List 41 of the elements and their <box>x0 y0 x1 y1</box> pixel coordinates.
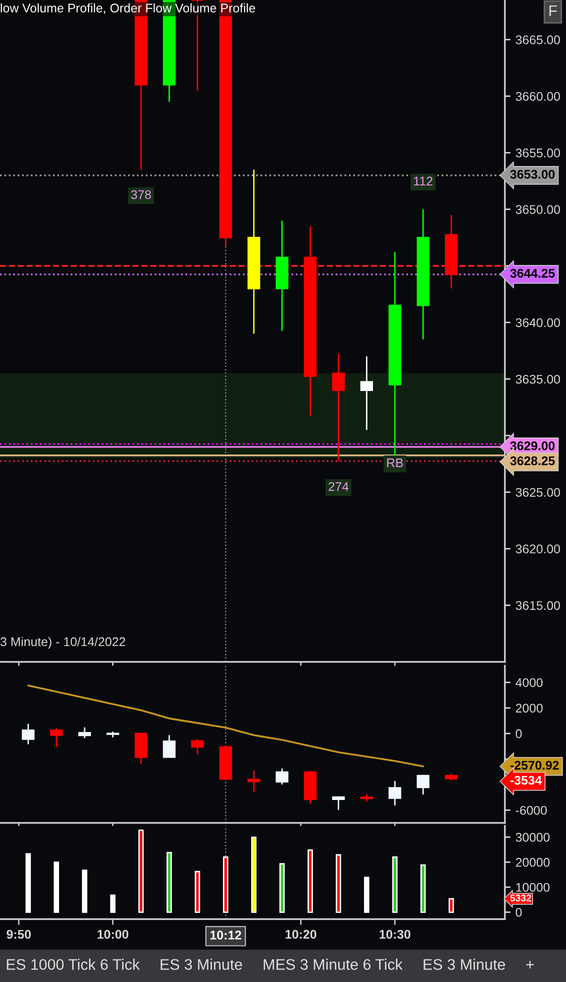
y-tick-label: 3650.00 <box>516 205 560 214</box>
text: -3534 <box>510 776 542 785</box>
ref-line-label: 3628.25 <box>510 456 555 466</box>
text: -2570.92 <box>510 760 559 770</box>
text: MES 3 Minute 6 Tick <box>264 958 403 970</box>
chart-title: low Volume Profile, Order Flow Volume Profile <box>0 3 256 14</box>
x-tick-label: 10:20 <box>286 930 316 939</box>
annotation: 274 <box>328 482 349 491</box>
annotation: 112 <box>414 176 432 186</box>
ref-line-label: 3629.00 <box>510 441 555 450</box>
text: 5332 <box>510 894 532 902</box>
y-tick-label: 10000 <box>516 882 550 892</box>
y-tick-label: 4000 <box>516 678 543 688</box>
y-tick-label: 3615.00 <box>516 601 560 610</box>
x-tick-label: 10:00 <box>98 930 128 939</box>
y-tick-label: 3655.00 <box>516 148 560 158</box>
y-tick-label: 3660.00 <box>516 92 560 101</box>
text: + <box>526 960 534 968</box>
annotation: 378 <box>131 190 151 200</box>
x-tick-label: 10:30 <box>380 930 410 939</box>
y-tick-label: 30000 <box>516 832 550 842</box>
y-tick-label: 20000 <box>516 858 550 867</box>
ref-line-label: 3653.00 <box>510 170 555 179</box>
x-tick-label: 9:50 <box>6 930 31 939</box>
text: ES 3 Minute <box>160 958 242 970</box>
y-tick-label: 3635.00 <box>516 374 560 384</box>
text: F <box>549 5 557 16</box>
text: ES 1000 Tick 6 Tick <box>6 958 140 970</box>
y-tick-label: 3625.00 <box>516 488 560 497</box>
y-tick-label: 3640.00 <box>516 318 560 328</box>
y-tick-label: 0 <box>516 729 522 738</box>
y-tick-label: 3620.00 <box>516 544 560 554</box>
y-tick-label: -6000 <box>516 806 547 815</box>
y-tick-label: 2000 <box>516 704 543 713</box>
annotation: 3 Minute) - 10/14/2022 <box>0 636 126 649</box>
annotation: RB <box>387 458 403 468</box>
y-tick-label: 0 <box>516 908 522 917</box>
text: ES 3 Minute <box>424 958 506 970</box>
ref-line-label: 10:12 <box>210 930 242 940</box>
y-tick-label: 3665.00 <box>516 35 560 44</box>
ref-line-label: 3644.25 <box>510 268 555 278</box>
